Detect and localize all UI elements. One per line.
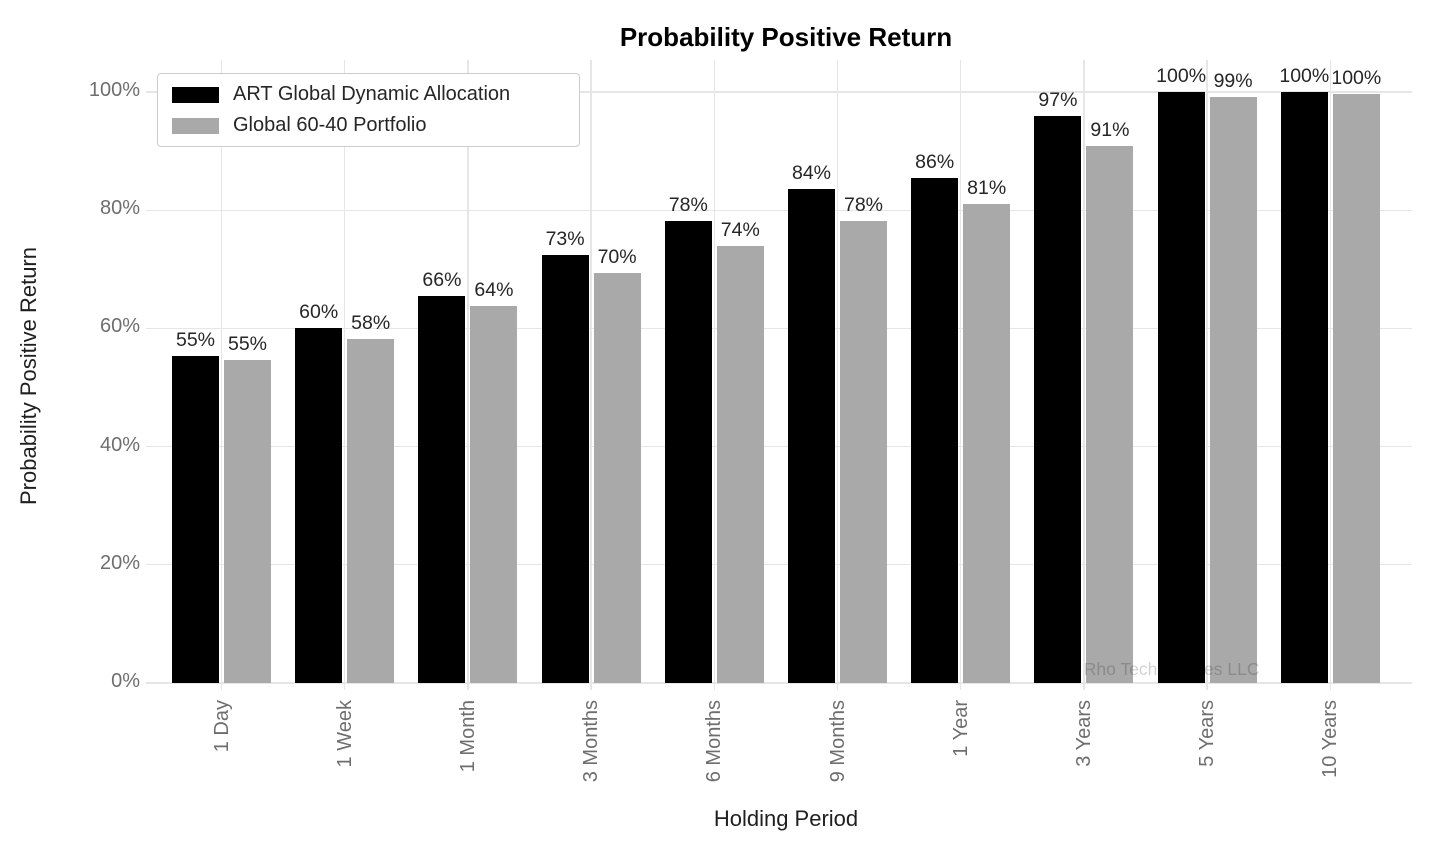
legend-row-6040: Global 60-40 Portfolio — [172, 114, 579, 137]
x-gridline — [836, 60, 839, 690]
x-tick-label: 3 Months — [580, 700, 603, 783]
x-tick-label: 6 Months — [703, 700, 726, 783]
x-gridline — [590, 60, 592, 690]
chart-title: Probability Positive Return — [619, 22, 953, 52]
x-tick-label: 9 Months — [826, 700, 849, 783]
bar-value-label: 100% — [1331, 66, 1382, 89]
x-gridline — [1083, 60, 1085, 690]
bar-value-label: 55% — [227, 333, 268, 356]
x-tick-label: 10 Years — [1319, 700, 1342, 778]
bar-value-label: 66% — [422, 268, 462, 291]
bar-value-label: 74% — [720, 218, 760, 241]
x-axis-title: Holding Period — [713, 806, 859, 831]
bar-6040 — [1332, 93, 1380, 683]
bar-value-label: 81% — [967, 177, 1007, 200]
bar-value-label: 70% — [597, 245, 637, 268]
x-tick-label: 1 Year — [949, 700, 972, 757]
y-gridline — [146, 209, 1412, 211]
bar-6040 — [593, 272, 641, 683]
x-tick-label: 1 Week — [333, 700, 356, 768]
bar-art — [541, 255, 589, 683]
legend-swatch-art-icon — [172, 86, 219, 103]
x-tick-label: 5 Years — [1196, 700, 1219, 767]
bar-value-label: 55% — [175, 329, 216, 352]
y-axis-title: Probability Positive Return — [16, 247, 41, 506]
bar-value-label: 58% — [351, 312, 391, 335]
legend-swatch-6040-icon — [172, 117, 219, 134]
bar-art — [1034, 115, 1082, 683]
legend-label-6040: Global 60-40 Portfolio — [233, 114, 427, 136]
bar-value-label: 86% — [915, 150, 955, 173]
bar-art — [1280, 92, 1328, 683]
bar-6040 — [347, 339, 395, 683]
y-gridline — [146, 445, 1412, 448]
y-gridline — [146, 91, 1412, 93]
bar-art — [664, 220, 712, 683]
y-gridline — [146, 327, 1412, 330]
bar-6040 — [840, 221, 887, 683]
bar-6040 — [963, 204, 1011, 683]
bar-value-label: 60% — [299, 301, 339, 324]
legend: ART Global Dynamic Allocation Global 60-… — [157, 73, 580, 147]
x-gridline — [467, 60, 469, 690]
bar-value-label: 91% — [1090, 119, 1130, 142]
bar-6040 — [716, 245, 764, 683]
y-tick-label: 0% — [111, 670, 140, 692]
bar-6040 — [1086, 146, 1134, 683]
bar-art — [788, 188, 835, 683]
x-tick-label: 1 Day — [210, 700, 233, 753]
bar-art — [1157, 92, 1205, 683]
bar-art — [418, 295, 466, 683]
x-gridline — [960, 60, 962, 690]
bar-6040 — [470, 305, 518, 683]
watermark: Delta Rho Technologies LLC — [1038, 659, 1260, 679]
x-gridline — [220, 60, 223, 690]
y-tick-label: 40% — [99, 433, 140, 456]
bar-value-label: 78% — [843, 194, 884, 217]
x-gridline — [344, 60, 346, 690]
legend-label-art: ART Global Dynamic Allocation — [233, 83, 511, 105]
bar-art — [911, 177, 959, 683]
x-tick-label: 1 Month — [456, 700, 479, 773]
y-gridline — [146, 682, 1412, 684]
bar-value-label: 78% — [668, 193, 708, 216]
x-gridline — [713, 60, 715, 690]
bar-art — [295, 328, 343, 683]
bar-6040 — [224, 360, 271, 683]
y-tick-label: 80% — [99, 197, 140, 220]
y-tick-label: 100% — [88, 79, 140, 101]
bar-value-label: 64% — [474, 278, 514, 301]
bar-value-label: 100% — [1156, 65, 1207, 87]
bar-value-label: 99% — [1213, 69, 1253, 92]
bar-6040 — [1209, 96, 1257, 683]
x-gridline — [1329, 60, 1331, 690]
y-tick-label: 60% — [99, 315, 140, 338]
x-tick-label: 3 Years — [1072, 700, 1095, 767]
y-gridline — [146, 564, 1412, 566]
x-gridline — [1206, 60, 1208, 690]
bar-value-label: 73% — [545, 228, 585, 251]
y-tick-label: 20% — [99, 551, 140, 574]
bar-value-label: 100% — [1279, 65, 1330, 87]
bar-art — [172, 356, 219, 683]
bar-value-label: 97% — [1038, 88, 1078, 111]
legend-row-art: ART Global Dynamic Allocation — [172, 83, 579, 106]
bar-value-label: 84% — [791, 161, 832, 184]
